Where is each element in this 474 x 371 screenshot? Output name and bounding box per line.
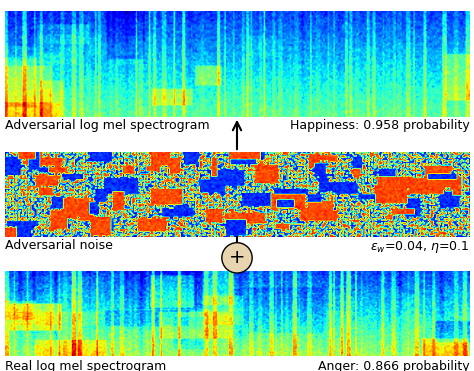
Text: +: + <box>229 248 245 267</box>
Text: Adversarial log mel spectrogram: Adversarial log mel spectrogram <box>5 119 210 132</box>
Text: Real log mel spectrogram: Real log mel spectrogram <box>5 360 166 371</box>
Text: Adversarial noise: Adversarial noise <box>5 239 113 252</box>
Ellipse shape <box>222 243 252 273</box>
Text: Happiness: 0.958 probability: Happiness: 0.958 probability <box>290 119 469 132</box>
Text: $\epsilon_w$=0.04, $\eta$=0.1: $\epsilon_w$=0.04, $\eta$=0.1 <box>370 239 469 255</box>
Text: Anger: 0.866 probability: Anger: 0.866 probability <box>318 360 469 371</box>
